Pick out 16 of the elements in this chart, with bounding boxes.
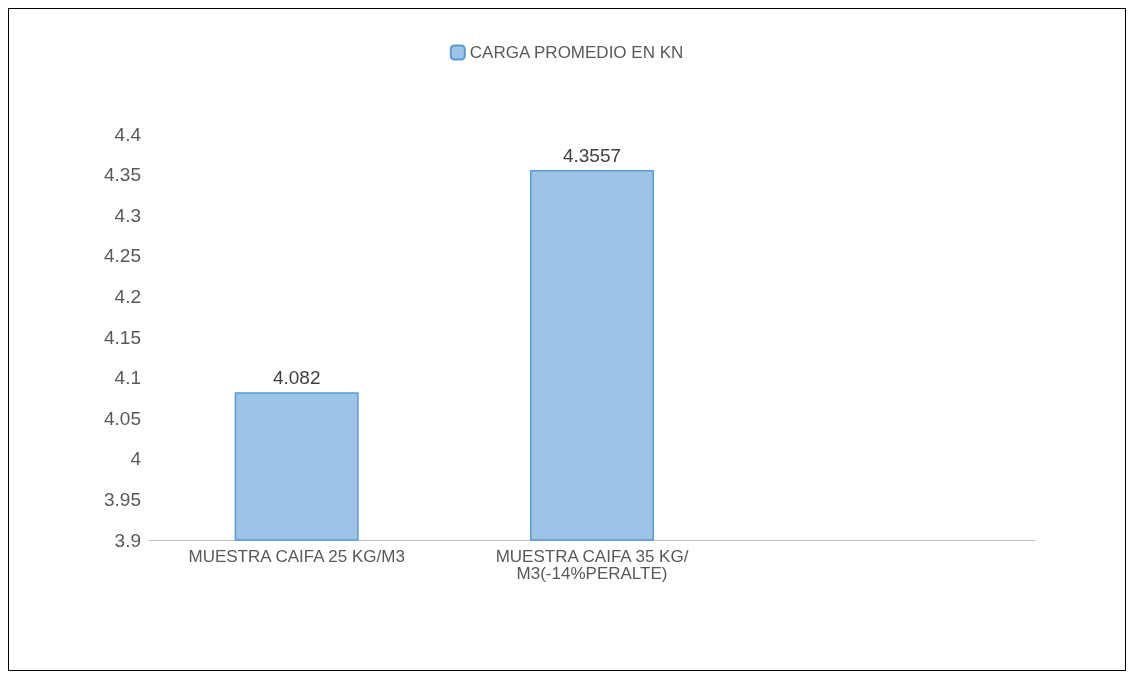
y-tick-label: 4.35 xyxy=(104,164,141,186)
y-tick-label: 4.2 xyxy=(114,285,141,307)
data-label: 4.3557 xyxy=(562,144,622,166)
y-tick-label: 4.4 xyxy=(114,123,142,145)
y-tick-label: 4.3 xyxy=(114,204,141,226)
data-label: 4.082 xyxy=(272,367,321,389)
y-tick-label: 4.15 xyxy=(104,326,141,348)
y-tick-label: 4.1 xyxy=(114,367,141,389)
x-tick-label: MUESTRA CAIFA 25 KG/M3 xyxy=(188,547,405,566)
y-tick-label: 4.25 xyxy=(104,245,141,267)
y-tick-label: 3.9 xyxy=(114,529,141,551)
x-tick-label: MUESTRA CAIFA 35 KG/M3(-14%PERALTE) xyxy=(495,547,689,583)
y-tick-label: 3.95 xyxy=(104,488,141,510)
y-tick-label: 4.05 xyxy=(104,407,141,429)
legend-label: CARGA PROMEDIO EN KN xyxy=(469,43,684,62)
y-tick-label: 4 xyxy=(130,448,142,470)
